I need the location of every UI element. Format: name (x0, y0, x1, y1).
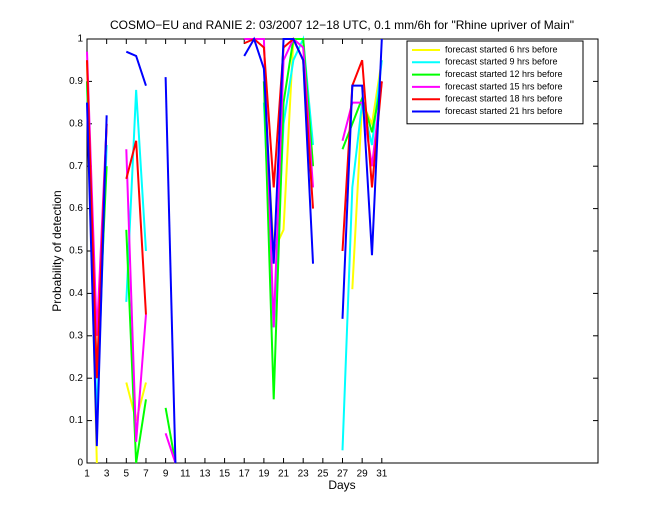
x-tick-label: 7 (143, 469, 149, 480)
series-line (125, 229, 147, 464)
y-tick-label: 1 (77, 34, 83, 45)
x-tick-label: 21 (278, 469, 290, 480)
x-tick-label: 1 (84, 469, 90, 480)
y-tick-label: 0.9 (69, 76, 83, 87)
x-tick-label: 25 (317, 469, 329, 480)
x-axis-label: Days (328, 478, 355, 492)
chart-title: COSMO−EU and RANIE 2: 03/2007 12−18 UTC,… (110, 18, 574, 32)
y-tick-label: 0.3 (69, 330, 83, 341)
series-line (164, 77, 177, 464)
series-line (164, 407, 177, 464)
series-line (125, 50, 147, 86)
x-tick-label: 13 (199, 469, 211, 480)
series-line (125, 149, 147, 442)
x-tick-label: 27 (337, 469, 349, 480)
x-tick-label: 31 (376, 469, 388, 480)
series-line (244, 37, 315, 328)
series-line (164, 433, 177, 464)
x-tick-label: 9 (163, 469, 169, 480)
y-tick-label: 0.4 (69, 288, 83, 299)
legend-label: forecast started 12 hrs before (445, 69, 563, 79)
y-tick-label: 0.1 (69, 415, 83, 426)
series-line (86, 102, 108, 447)
legend-label: forecast started 9 hrs before (445, 57, 558, 67)
x-tick-label: 11 (180, 469, 191, 480)
series-line (125, 140, 147, 315)
series-line (243, 36, 315, 264)
y-tick-label: 0.2 (69, 373, 83, 384)
x-tick-label: 19 (258, 469, 270, 480)
x-tick-label: 5 (124, 469, 130, 480)
legend-label: forecast started 6 hrs before (445, 44, 558, 54)
legend-label: forecast started 18 hrs before (445, 94, 563, 104)
y-tick-label: 0.7 (69, 161, 83, 172)
y-tick-label: 0.8 (69, 118, 83, 129)
legend-label: forecast started 21 hrs before (445, 106, 563, 116)
y-tick-label: 0.5 (69, 246, 83, 257)
x-tick-label: 23 (298, 469, 310, 480)
legend-label: forecast started 15 hrs before (445, 81, 563, 91)
y-tick-label: 0.6 (69, 203, 83, 214)
x-tick-label: 3 (104, 469, 110, 480)
x-tick-label: 15 (219, 469, 231, 480)
legend-box (406, 40, 584, 125)
x-tick-label: 29 (357, 469, 369, 480)
y-tick-label: 0 (77, 458, 83, 469)
x-tick-label: 17 (239, 469, 251, 480)
y-axis-label: Probability of detection (50, 190, 64, 311)
series-line (341, 38, 383, 319)
